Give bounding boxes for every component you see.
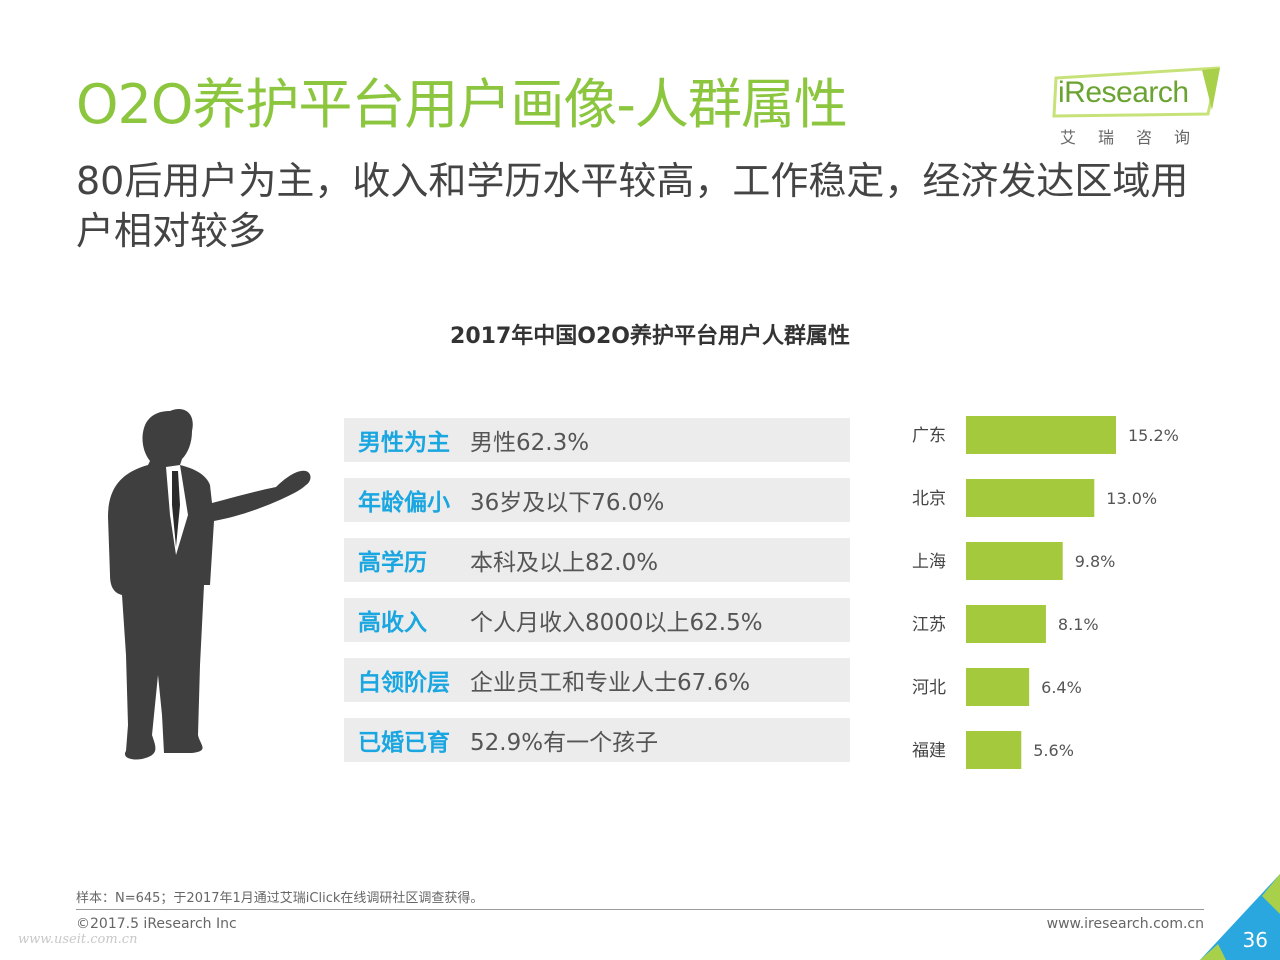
attribute-row-education: 高学历 本科及以上82.0% <box>344 538 850 582</box>
attribute-row-age: 年龄偏小 36岁及以下76.0% <box>344 478 850 522</box>
page-number: 36 <box>1242 928 1268 952</box>
page-subtitle: 80后用户为主，收入和学历水平较高，工作稳定，经济发达区域用户相对较多 <box>76 159 1189 253</box>
sample-note: 样本：N=645；于2017年1月通过艾瑞iClick在线调研社区调查获得。 <box>76 891 484 906</box>
attribute-key: 男性为主 <box>358 430 450 456</box>
corner-decoration-icon <box>1200 874 1280 960</box>
logo-badge-icon <box>1052 66 1220 118</box>
footer-divider <box>76 909 1204 910</box>
region-bar <box>966 668 1030 706</box>
region-value-label: 5.6% <box>1033 741 1074 760</box>
region-value-label: 6.4% <box>1041 678 1082 697</box>
attribute-value: 男性62.3% <box>470 430 590 456</box>
logo-text: iResearch <box>1058 76 1189 109</box>
region-label: 上海 <box>912 552 946 572</box>
website-link[interactable]: www.iresearch.com.cn <box>1046 916 1204 932</box>
logo-subtext: 艾瑞咨询 <box>1060 128 1213 147</box>
page-title: O2O养护平台用户画像-人群属性 <box>76 73 848 136</box>
attribute-value: 36岁及以下76.0% <box>470 490 665 516</box>
attribute-value: 本科及以上82.0% <box>470 550 659 576</box>
attribute-key: 年龄偏小 <box>358 490 450 516</box>
region-label: 河北 <box>912 678 946 698</box>
iresearch-logo: iResearch 艾瑞咨询 <box>1052 66 1222 150</box>
businessman-silhouette-icon <box>108 409 311 760</box>
watermark: www.useit.com.cn <box>18 932 138 947</box>
attribute-row-family: 已婚已育 52.9%有一个孩子 <box>344 718 850 762</box>
attribute-key: 已婚已育 <box>358 730 450 756</box>
region-value-label: 15.2% <box>1128 426 1179 445</box>
region-bar <box>966 542 1063 580</box>
region-label: 北京 <box>912 489 946 509</box>
region-value-label: 13.0% <box>1106 489 1157 508</box>
attribute-key: 白领阶层 <box>358 670 450 696</box>
attribute-row-gender: 男性为主 男性62.3% <box>344 418 850 462</box>
attribute-row-income: 高收入 个人月收入8000以上62.5% <box>344 598 850 642</box>
region-bar <box>966 605 1046 643</box>
region-bar <box>966 479 1095 517</box>
region-value-label: 8.1% <box>1058 615 1099 634</box>
attribute-key: 高收入 <box>358 610 427 636</box>
region-bar <box>966 731 1022 769</box>
region-label: 江苏 <box>912 615 946 635</box>
region-value-label: 9.8% <box>1075 552 1116 571</box>
attribute-value: 企业员工和专业人士67.6% <box>470 670 751 696</box>
region-bar-chart: 广东 15.2% 北京 13.0% 上海 9.8% 江苏 8.1% 河北 6.4% 福建 5.6% <box>912 416 1179 769</box>
copyright: ©2017.5 iResearch Inc <box>76 916 237 932</box>
attribute-value: 52.9%有一个孩子 <box>470 730 659 756</box>
region-label: 福建 <box>912 741 946 761</box>
attribute-value: 个人月收入8000以上62.5% <box>470 610 763 636</box>
region-bar <box>966 416 1116 454</box>
attribute-row-occupation: 白领阶层 企业员工和专业人士67.6% <box>344 658 850 702</box>
chart-title: 2017年中国O2O养护平台用户人群属性 <box>450 324 850 349</box>
attribute-key: 高学历 <box>358 550 427 576</box>
region-label: 广东 <box>912 426 946 446</box>
